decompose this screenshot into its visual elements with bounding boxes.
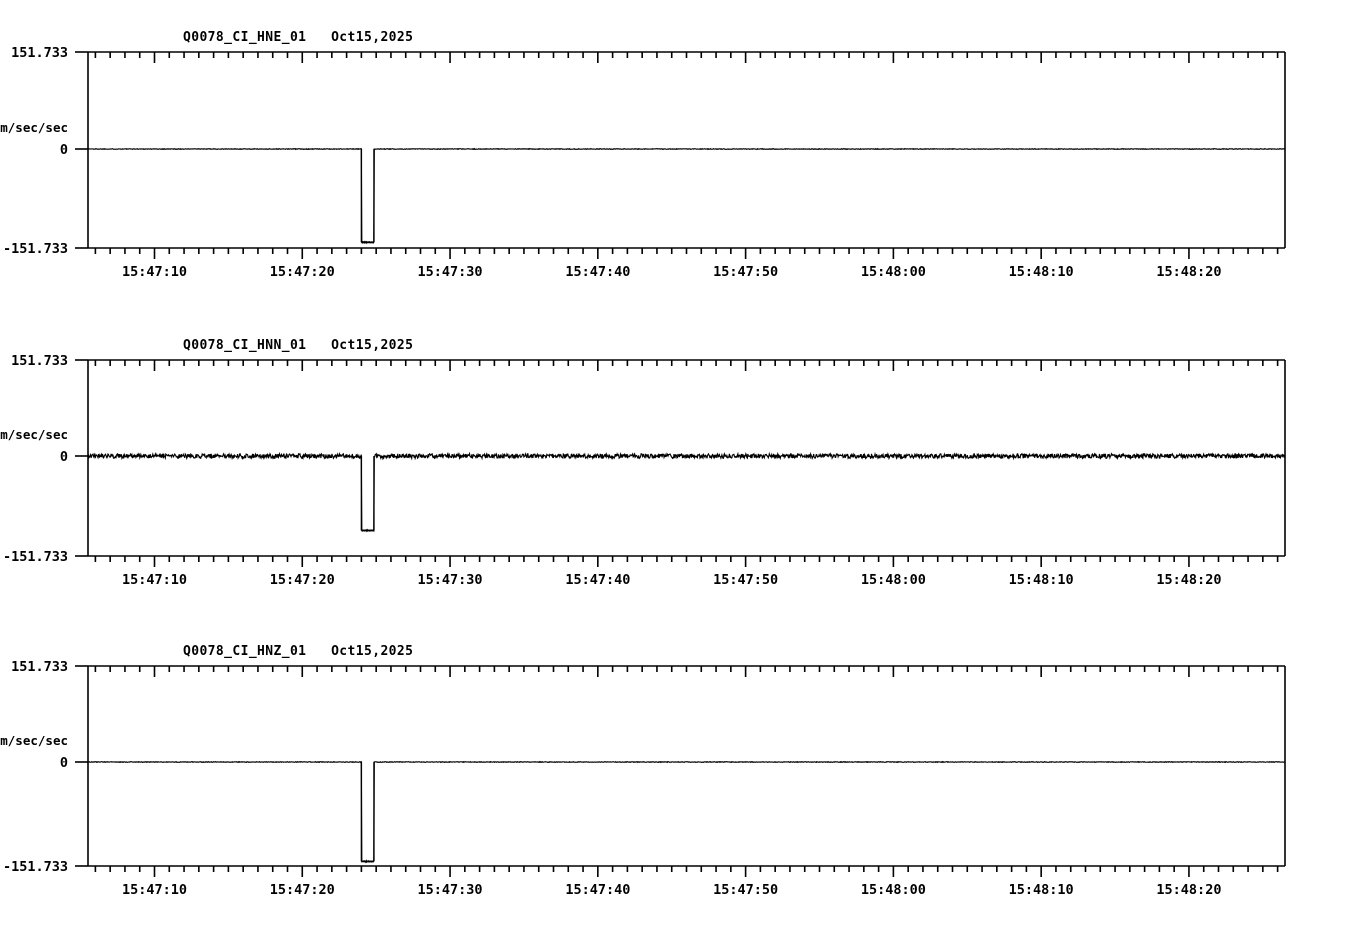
panel-title: Q0078_CI_HNE_01 Oct15,2025 [183, 30, 413, 45]
y-tick-marks [75, 51, 88, 249]
y-axis-label-min: -151.733 [3, 549, 68, 565]
y-axis-label-min: -151.733 [3, 859, 68, 875]
seismogram-panel-hne: Q0078_CI_HNE_01 Oct15,2025 151.733 0 -151.7… [0, 25, 1358, 315]
x-axis-tick-label: 15:48:00 [861, 882, 926, 898]
x-axis-tick-label: 15:48:00 [861, 572, 926, 588]
dropout-marker [360, 456, 375, 532]
x-axis-tick-label: 15:47:40 [565, 264, 630, 280]
y-tick-marks [75, 665, 88, 867]
seismogram-plot-q0078_ci_hne_01: Q0078_CI_HNE_01 Oct15,2025 151.733 0 -151.7… [0, 30, 1286, 280]
seismogram-panel-hnn: Q0078_CI_HNN_01 Oct15,2025 151.733 0 -151.7… [0, 333, 1358, 623]
x-axis-tick-label: 15:48:20 [1156, 882, 1221, 898]
y-axis-unit-label: cm/sec/sec [0, 427, 68, 442]
axis-frame [87, 51, 1286, 249]
x-axis-tick-label: 15:47:20 [270, 572, 335, 588]
y-axis-label-max: 151.733 [11, 659, 68, 675]
x-tick-marks [94, 360, 1279, 567]
x-axis-tick-label: 15:47:20 [270, 882, 335, 898]
x-axis-tick-label: 15:48:20 [1156, 572, 1221, 588]
x-tick-marks [94, 666, 1279, 877]
x-axis-tick-label: 15:48:10 [1009, 572, 1074, 588]
x-axis-tick-label: 15:47:20 [270, 264, 335, 280]
x-axis-tick-label: 15:47:50 [713, 882, 778, 898]
seismogram-panel-hnz: Q0078_CI_HNZ_01 Oct15,2025 151.733 0 -151.7… [0, 639, 1358, 929]
y-axis-unit-label: cm/sec/sec [0, 120, 68, 135]
y-axis-label-min: -151.733 [3, 241, 68, 257]
y-tick-marks [75, 359, 88, 557]
x-axis-tick-label: 15:47:10 [122, 264, 187, 280]
x-axis-tick-label: 15:47:40 [565, 882, 630, 898]
x-axis-tick-label: 15:47:30 [418, 572, 483, 588]
y-axis-label-max: 151.733 [11, 45, 68, 61]
waveform-trace [87, 451, 1286, 533]
x-axis-tick-label: 15:47:50 [713, 264, 778, 280]
x-axis-tick-label: 15:47:10 [122, 572, 187, 588]
y-axis-label-zero: 0 [60, 449, 68, 465]
axis-frame [87, 665, 1286, 867]
x-axis-tick-label: 15:48:20 [1156, 264, 1221, 280]
x-axis-tick-label: 15:47:10 [122, 882, 187, 898]
dropout-marker [360, 762, 375, 863]
y-axis-label-zero: 0 [60, 755, 68, 771]
seismogram-plot-q0078_ci_hnn_01: Q0078_CI_HNN_01 Oct15,2025 151.733 0 -151.7… [0, 338, 1286, 588]
panel-title: Q0078_CI_HNN_01 Oct15,2025 [183, 338, 413, 353]
x-tick-marks [94, 52, 1279, 259]
seismogram-plot-q0078_ci_hnz_01: Q0078_CI_HNZ_01 Oct15,2025 151.733 0 -151.7… [0, 644, 1286, 898]
waveform-trace [87, 760, 1286, 864]
x-axis-tick-label: 15:47:40 [565, 572, 630, 588]
x-axis-tick-label: 15:47:30 [418, 264, 483, 280]
y-axis-label-zero: 0 [60, 142, 68, 158]
y-axis-unit-label: cm/sec/sec [0, 733, 68, 748]
panel-title: Q0078_CI_HNZ_01 Oct15,2025 [183, 644, 413, 659]
x-axis-tick-label: 15:48:00 [861, 264, 926, 280]
x-axis-tick-label: 15:47:50 [713, 572, 778, 588]
x-axis-tick-label: 15:48:10 [1009, 264, 1074, 280]
x-axis-tick-label: 15:47:30 [418, 882, 483, 898]
x-axis-tick-label: 15:48:10 [1009, 882, 1074, 898]
dropout-marker [360, 149, 375, 244]
waveform-trace [87, 147, 1286, 245]
y-axis-label-max: 151.733 [11, 353, 68, 369]
